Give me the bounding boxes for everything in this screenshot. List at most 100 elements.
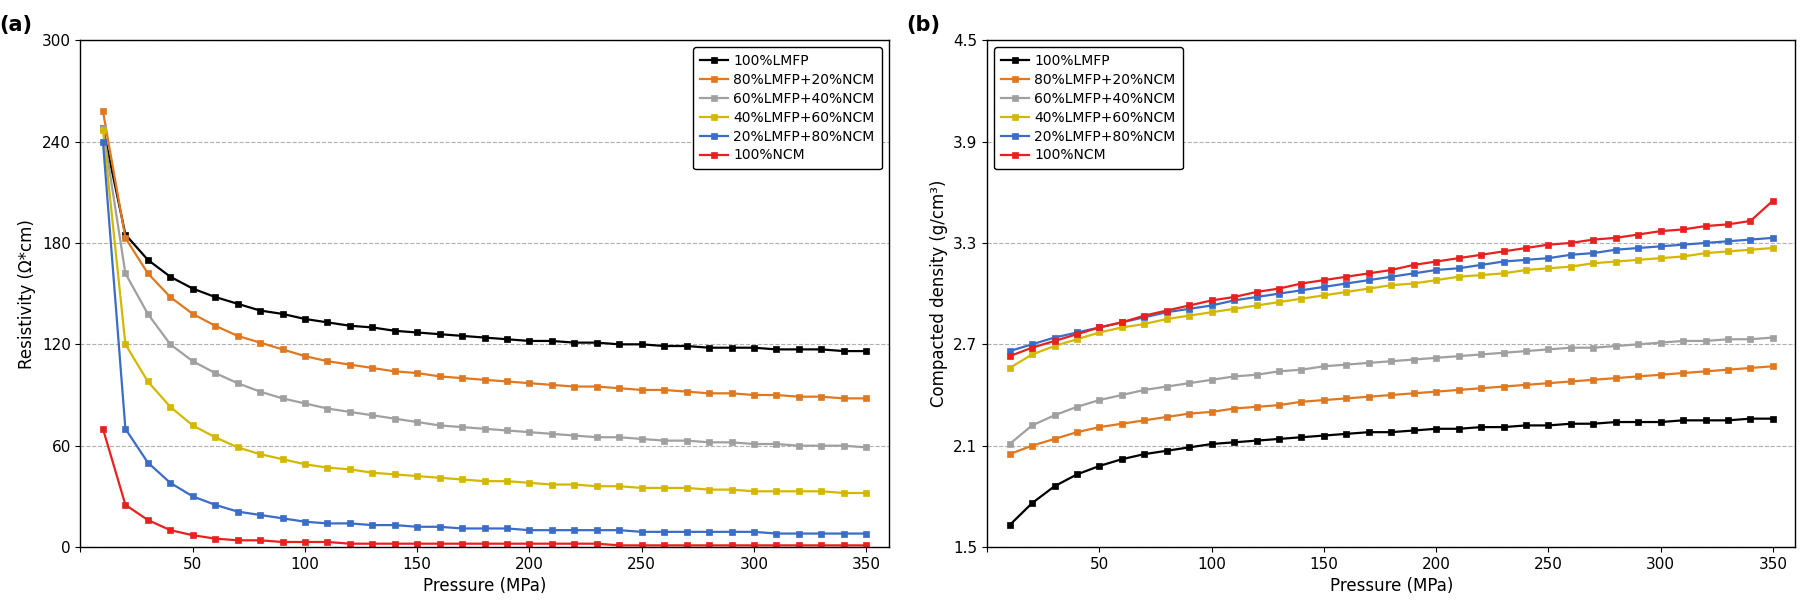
40%LMFP+60%NCM [855,490,877,497]
60%LMFP+40%NCM [1357,359,1379,367]
100%NCM [631,542,652,549]
100%LMFP [294,315,315,323]
100%LMFP [1672,417,1694,424]
40%LMFP+60%NCM [361,469,382,476]
40%LMFP+60%NCM [1515,266,1537,274]
20%LMFP+80%NCM [181,493,203,500]
20%LMFP+80%NCM [698,528,719,536]
100%LMFP [1470,424,1491,431]
100%LMFP [1245,437,1267,444]
40%LMFP+60%NCM [205,433,226,441]
100%LMFP [92,124,114,132]
40%LMFP+60%NCM [92,126,114,133]
20%LMFP+80%NCM [1134,313,1156,321]
60%LMFP+40%NCM [1022,422,1044,429]
80%LMFP+20%NCM [1740,364,1761,371]
60%LMFP+40%NCM [339,408,361,416]
100%NCM [998,353,1020,360]
100%NCM [564,540,585,547]
80%LMFP+20%NCM [1718,366,1740,373]
100%NCM [1582,236,1604,243]
100%LMFP [1201,440,1223,447]
100%LMFP [361,324,382,331]
Y-axis label: Compacted density (g/cm³): Compacted density (g/cm³) [930,180,948,408]
100%NCM [1402,261,1424,269]
60%LMFP+40%NCM [564,432,585,439]
20%LMFP+80%NCM [1268,290,1290,297]
80%LMFP+20%NCM [159,293,181,300]
80%LMFP+20%NCM [542,381,564,389]
100%LMFP [810,346,832,353]
60%LMFP+40%NCM [765,440,786,447]
60%LMFP+40%NCM [1582,344,1604,351]
40%LMFP+60%NCM [1448,273,1470,280]
80%LMFP+20%NCM [1268,401,1290,409]
X-axis label: Pressure (MPa): Pressure (MPa) [1330,577,1453,595]
Line: 100%NCM: 100%NCM [1007,198,1776,359]
60%LMFP+40%NCM [1290,366,1312,373]
20%LMFP+80%NCM [1672,241,1694,248]
80%LMFP+20%NCM [1022,442,1044,449]
100%LMFP [205,293,226,300]
100%LMFP [1515,422,1537,429]
60%LMFP+40%NCM [361,412,382,419]
100%LMFP [834,348,855,355]
80%LMFP+20%NCM [138,270,159,277]
60%LMFP+40%NCM [451,424,473,431]
100%LMFP [654,342,676,349]
60%LMFP+40%NCM [609,433,631,441]
100%NCM [1381,266,1402,274]
20%LMFP+80%NCM [676,528,698,536]
80%LMFP+20%NCM [1245,403,1267,411]
80%LMFP+20%NCM [631,386,652,394]
100%NCM [1493,248,1515,255]
60%LMFP+40%NCM [473,425,495,433]
40%LMFP+60%NCM [1290,295,1312,302]
40%LMFP+60%NCM [676,484,698,491]
60%LMFP+40%NCM [317,405,339,412]
100%NCM [361,540,382,547]
100%NCM [451,540,473,547]
20%LMFP+80%NCM [542,526,564,534]
100%LMFP [181,285,203,293]
20%LMFP+80%NCM [1201,302,1223,309]
80%LMFP+20%NCM [1314,397,1335,404]
60%LMFP+40%NCM [181,357,203,365]
60%LMFP+40%NCM [496,427,518,434]
100%NCM [676,542,698,549]
20%LMFP+80%NCM [585,526,607,534]
80%LMFP+20%NCM [384,368,406,375]
40%LMFP+60%NCM [496,477,518,485]
40%LMFP+60%NCM [1426,277,1448,284]
60%LMFP+40%NCM [855,444,877,451]
40%LMFP+60%NCM [1178,312,1200,319]
100%LMFP [1111,455,1132,463]
Line: 100%LMFP: 100%LMFP [1007,416,1776,528]
20%LMFP+80%NCM [272,515,294,522]
40%LMFP+60%NCM [451,476,473,483]
Text: (a): (a) [0,15,33,35]
80%LMFP+20%NCM [1470,384,1491,392]
20%LMFP+80%NCM [1649,243,1671,250]
80%LMFP+20%NCM [998,450,1020,458]
60%LMFP+40%NCM [834,442,855,449]
100%NCM [788,542,810,549]
20%LMFP+80%NCM [564,526,585,534]
100%NCM [585,540,607,547]
100%LMFP [1156,447,1178,455]
40%LMFP+60%NCM [1111,324,1132,331]
40%LMFP+60%NCM [1493,270,1515,277]
100%NCM [1560,239,1582,247]
20%LMFP+80%NCM [496,525,518,532]
80%LMFP+20%NCM [1290,398,1312,405]
40%LMFP+60%NCM [406,472,428,480]
20%LMFP+80%NCM [810,530,832,537]
20%LMFP+80%NCM [473,525,495,532]
100%NCM [272,539,294,546]
100%NCM [1761,197,1783,204]
60%LMFP+40%NCM [406,419,428,426]
60%LMFP+40%NCM [205,370,226,377]
100%NCM [1470,251,1491,258]
60%LMFP+40%NCM [1065,403,1087,411]
60%LMFP+40%NCM [226,379,248,387]
